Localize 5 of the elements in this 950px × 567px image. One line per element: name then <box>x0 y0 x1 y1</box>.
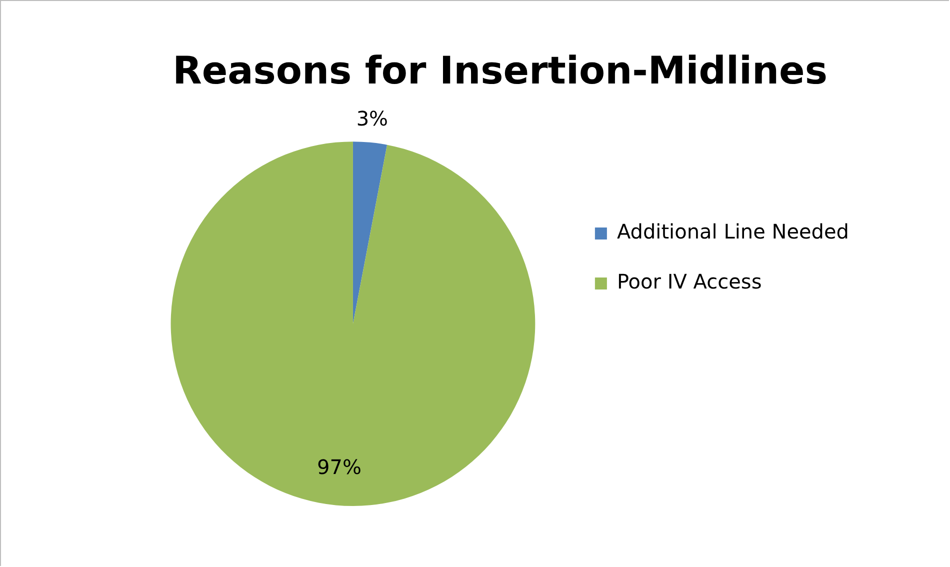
legend-label: Poor IV Access <box>616 270 762 294</box>
data-label: 97% <box>317 455 362 480</box>
legend-label: Additional Line Needed <box>616 220 849 244</box>
chart-title: Reasons for Insertion-Midlines <box>172 48 828 93</box>
data-label: 3% <box>356 106 388 131</box>
